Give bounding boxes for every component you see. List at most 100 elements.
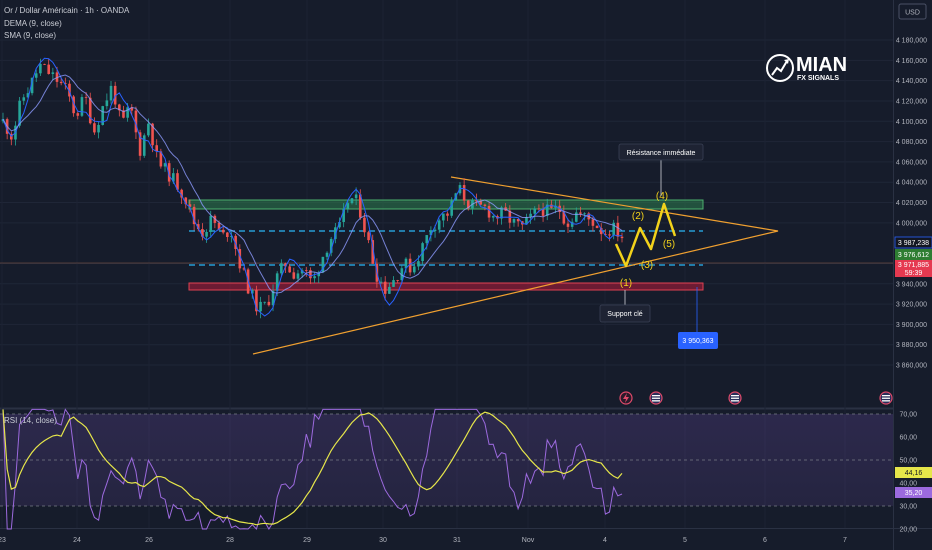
indicator-dema-label[interactable]: DEMA (9, close) xyxy=(4,19,62,28)
candle-body[interactable] xyxy=(59,81,63,84)
candle-body[interactable] xyxy=(479,201,483,205)
event-us-flag-icon[interactable] xyxy=(728,391,742,405)
candle-body[interactable] xyxy=(487,205,491,218)
candle-body[interactable] xyxy=(304,270,308,271)
candle-body[interactable] xyxy=(184,197,188,205)
candle-body[interactable] xyxy=(338,221,341,228)
candle-body[interactable] xyxy=(462,185,466,201)
candle-body[interactable] xyxy=(300,270,304,274)
candle-body[interactable] xyxy=(43,63,46,65)
candle-body[interactable] xyxy=(466,200,470,209)
candle-body[interactable] xyxy=(30,77,34,94)
candle-body[interactable] xyxy=(250,289,254,294)
event-us-flag-icon[interactable] xyxy=(649,391,663,405)
candle-body[interactable] xyxy=(230,235,233,238)
candle-body[interactable] xyxy=(383,281,387,294)
candle-body[interactable] xyxy=(442,213,445,221)
candle-body[interactable] xyxy=(142,135,146,156)
triangle-pattern[interactable] xyxy=(252,176,779,355)
candle-body[interactable] xyxy=(354,194,358,199)
candle-body[interactable] xyxy=(550,204,553,208)
candle-body[interactable] xyxy=(263,301,267,303)
candle-body[interactable] xyxy=(72,96,75,114)
candle-body[interactable] xyxy=(234,235,237,249)
candle-body[interactable] xyxy=(450,200,453,216)
rsi-line[interactable] xyxy=(2,408,623,530)
candle-body[interactable] xyxy=(491,216,495,218)
candle-body[interactable] xyxy=(575,212,578,222)
candle-body[interactable] xyxy=(26,93,30,98)
candle-body[interactable] xyxy=(217,222,221,230)
candle-body[interactable] xyxy=(238,248,242,269)
candle-body[interactable] xyxy=(309,270,312,279)
resistance-zone[interactable] xyxy=(188,199,704,210)
candle-body[interactable] xyxy=(604,234,607,235)
candle-body[interactable] xyxy=(475,199,478,202)
candle-body[interactable] xyxy=(388,286,391,294)
candle-body[interactable] xyxy=(209,215,213,232)
rsi-label[interactable]: RSI (14, close) xyxy=(4,416,57,425)
support-callout-box[interactable] xyxy=(599,304,651,323)
candle-body[interactable] xyxy=(595,225,599,229)
candle-body[interactable] xyxy=(39,63,42,74)
candle-body[interactable] xyxy=(437,220,441,230)
currency-button[interactable] xyxy=(898,3,927,20)
candle-body[interactable] xyxy=(529,213,532,218)
candle-body[interactable] xyxy=(425,235,429,244)
candle-body[interactable] xyxy=(155,145,159,152)
candle-body[interactable] xyxy=(342,208,345,222)
candle-body[interactable] xyxy=(570,221,574,227)
candle-body[interactable] xyxy=(404,258,408,269)
candle-body[interactable] xyxy=(562,211,566,224)
candle-body[interactable] xyxy=(22,97,26,101)
candle-body[interactable] xyxy=(226,232,229,238)
candle-body[interactable] xyxy=(417,261,420,267)
time-axis[interactable]: 23 24 26 28 29 30 31 Nov 4 5 6 7 xyxy=(0,537,847,544)
candle-body[interactable] xyxy=(325,252,329,257)
candle-body[interactable] xyxy=(608,234,611,236)
candle-body[interactable] xyxy=(109,85,113,101)
candle-body[interactable] xyxy=(363,217,366,233)
candle-body[interactable] xyxy=(163,163,167,167)
candle-body[interactable] xyxy=(616,222,620,237)
candle-body[interactable] xyxy=(483,204,487,206)
candle-body[interactable] xyxy=(138,132,142,156)
candle-body[interactable] xyxy=(113,85,117,105)
candle-body[interactable] xyxy=(88,97,92,124)
candle-body[interactable] xyxy=(192,206,196,225)
candle-body[interactable] xyxy=(545,204,549,216)
candle-body[interactable] xyxy=(537,208,541,210)
candle-body[interactable] xyxy=(408,258,412,273)
candle-body[interactable] xyxy=(34,73,38,78)
candle-body[interactable] xyxy=(188,204,192,207)
candle-body[interactable] xyxy=(196,224,200,230)
target-price-box[interactable] xyxy=(678,332,718,349)
candle-body[interactable] xyxy=(367,232,370,241)
candle-body[interactable] xyxy=(583,213,586,215)
candle-body[interactable] xyxy=(101,106,105,125)
candle-body[interactable] xyxy=(147,123,150,136)
candle-body[interactable] xyxy=(130,107,134,111)
candle-body[interactable] xyxy=(68,83,71,97)
candle-body[interactable] xyxy=(579,212,582,214)
candle-body[interactable] xyxy=(512,219,516,223)
candle-body[interactable] xyxy=(566,223,570,227)
candle-body[interactable] xyxy=(159,151,163,167)
candle-body[interactable] xyxy=(176,173,179,190)
candle-body[interactable] xyxy=(97,124,100,133)
candle-body[interactable] xyxy=(346,203,350,209)
candle-body[interactable] xyxy=(500,207,503,219)
candle-body[interactable] xyxy=(334,227,337,239)
candle-body[interactable] xyxy=(429,231,433,236)
candle-body[interactable] xyxy=(329,238,333,253)
candle-body[interactable] xyxy=(255,289,258,312)
support-zone[interactable] xyxy=(188,282,704,291)
candle-body[interactable] xyxy=(105,100,109,107)
candle-body[interactable] xyxy=(321,256,325,273)
candle-body[interactable] xyxy=(201,229,204,237)
candle-body[interactable] xyxy=(620,236,624,239)
candle-body[interactable] xyxy=(525,217,528,225)
resistance-callout-box[interactable] xyxy=(618,143,704,161)
